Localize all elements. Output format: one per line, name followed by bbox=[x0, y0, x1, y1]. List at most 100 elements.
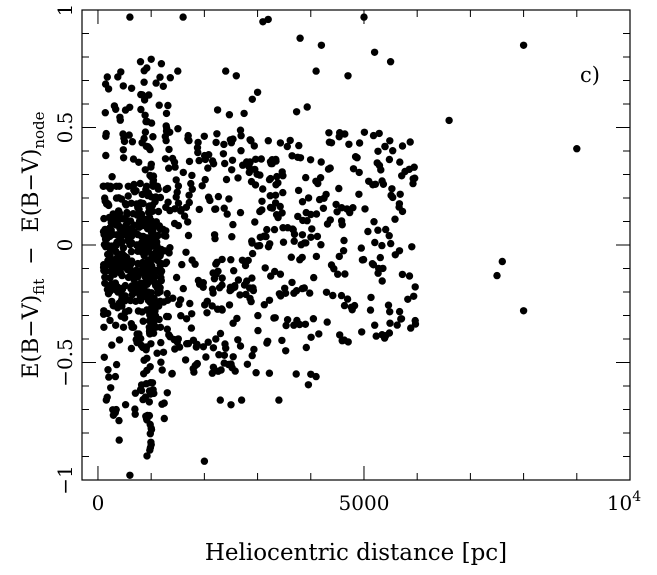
data-point bbox=[265, 175, 274, 184]
data-point bbox=[104, 250, 112, 259]
data-point bbox=[204, 164, 212, 172]
data-point bbox=[150, 389, 158, 398]
data-point bbox=[126, 296, 135, 305]
data-point bbox=[341, 270, 349, 278]
data-point bbox=[208, 302, 216, 310]
data-point bbox=[138, 286, 146, 294]
data-point bbox=[111, 372, 120, 381]
data-point bbox=[102, 151, 110, 160]
data-point bbox=[234, 276, 243, 284]
data-point bbox=[205, 151, 213, 159]
data-point bbox=[145, 91, 153, 99]
data-point bbox=[288, 152, 296, 160]
x-tick-label: 0 bbox=[92, 491, 105, 515]
data-point bbox=[404, 295, 412, 303]
x-tick-label-power: 104 bbox=[607, 489, 641, 515]
data-point bbox=[157, 274, 165, 282]
data-point bbox=[110, 102, 119, 110]
data-point bbox=[168, 370, 176, 378]
data-point bbox=[130, 180, 138, 189]
data-point bbox=[140, 356, 148, 364]
data-point bbox=[172, 176, 180, 184]
data-point bbox=[225, 195, 233, 203]
data-point bbox=[157, 60, 166, 68]
y-tick-label: 0 bbox=[53, 239, 77, 252]
data-point bbox=[279, 238, 288, 246]
data-point bbox=[335, 184, 343, 193]
data-point bbox=[165, 145, 173, 154]
data-point bbox=[338, 204, 346, 212]
data-point bbox=[154, 231, 162, 240]
data-point bbox=[296, 256, 304, 264]
data-point bbox=[115, 436, 123, 444]
data-point bbox=[239, 161, 247, 169]
data-point bbox=[100, 353, 109, 361]
data-point bbox=[152, 79, 160, 87]
data-point bbox=[334, 270, 342, 278]
data-point bbox=[181, 356, 190, 364]
data-point bbox=[302, 343, 310, 352]
data-point bbox=[114, 207, 123, 215]
data-point bbox=[140, 370, 148, 378]
data-point bbox=[391, 215, 399, 223]
data-point bbox=[131, 281, 139, 290]
data-point bbox=[141, 128, 150, 136]
data-point bbox=[177, 206, 185, 214]
data-point bbox=[109, 406, 117, 414]
data-point bbox=[303, 103, 311, 111]
data-point bbox=[493, 271, 501, 280]
data-point bbox=[200, 457, 209, 465]
data-point bbox=[174, 125, 182, 133]
data-point bbox=[396, 190, 404, 198]
data-point bbox=[221, 159, 229, 168]
data-point bbox=[405, 272, 414, 280]
data-point bbox=[209, 344, 218, 352]
data-point bbox=[101, 273, 109, 281]
data-point bbox=[294, 212, 302, 221]
data-point bbox=[140, 96, 149, 104]
data-point bbox=[160, 414, 168, 423]
data-point bbox=[126, 241, 134, 249]
data-point bbox=[378, 277, 386, 285]
data-point bbox=[148, 303, 156, 311]
data-point bbox=[290, 237, 298, 245]
plot-frame bbox=[81, 9, 631, 481]
data-point bbox=[248, 95, 256, 104]
data-point bbox=[261, 264, 269, 272]
data-point bbox=[220, 359, 228, 367]
data-point bbox=[137, 334, 145, 343]
data-point bbox=[292, 108, 301, 116]
data-point bbox=[378, 241, 386, 250]
data-point bbox=[119, 146, 128, 154]
data-point bbox=[227, 256, 235, 264]
data-point bbox=[100, 323, 108, 331]
data-point bbox=[245, 284, 254, 292]
data-point bbox=[360, 13, 368, 21]
data-point bbox=[378, 331, 386, 339]
data-point bbox=[253, 88, 262, 97]
data-point bbox=[406, 138, 414, 146]
data-point bbox=[376, 253, 384, 262]
data-point bbox=[222, 175, 231, 184]
data-point bbox=[139, 395, 147, 404]
data-point bbox=[519, 307, 528, 315]
data-point bbox=[118, 261, 126, 269]
data-point bbox=[185, 191, 193, 199]
data-point bbox=[375, 129, 383, 138]
data-point bbox=[312, 210, 321, 218]
data-point bbox=[199, 343, 208, 351]
data-point bbox=[104, 309, 112, 318]
data-point bbox=[136, 179, 144, 188]
data-point bbox=[353, 154, 361, 162]
data-point bbox=[144, 296, 153, 305]
data-point bbox=[164, 198, 172, 206]
data-point bbox=[258, 197, 266, 205]
x-axis-ticks bbox=[97, 10, 631, 480]
data-point bbox=[174, 67, 182, 75]
data-point bbox=[288, 278, 296, 287]
data-point bbox=[146, 363, 154, 371]
data-point bbox=[302, 208, 310, 217]
data-point bbox=[248, 351, 256, 360]
data-point bbox=[138, 248, 146, 256]
data-point bbox=[157, 338, 165, 347]
